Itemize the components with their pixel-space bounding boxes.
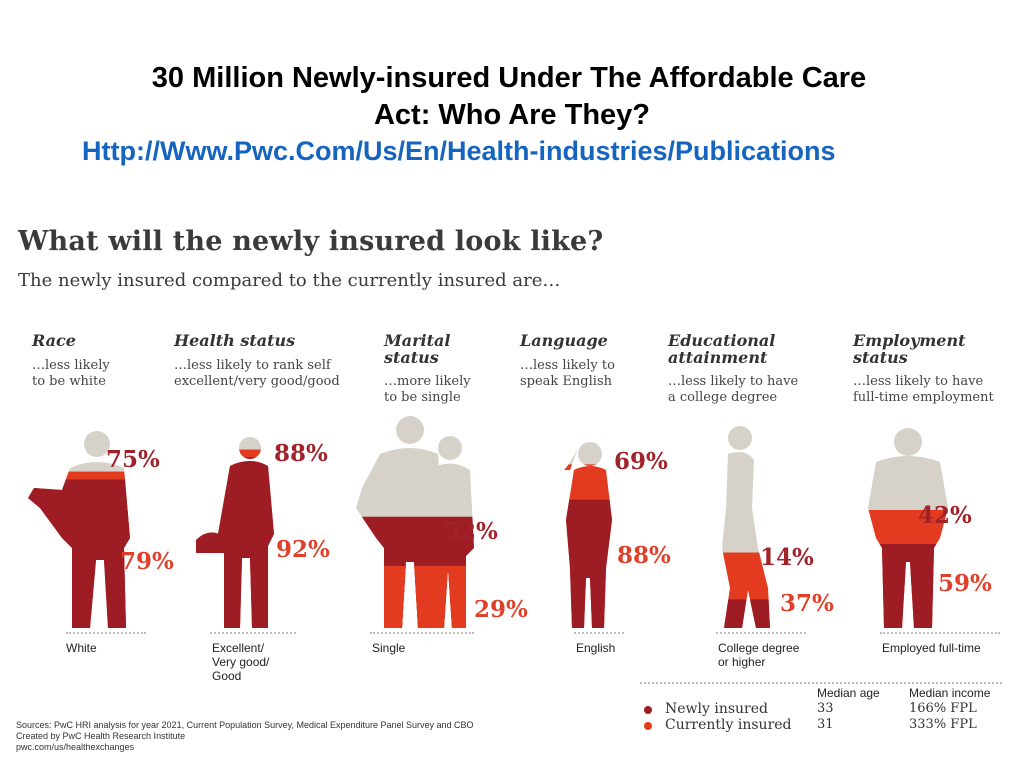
category-heading-employment: Employment status: [853, 331, 966, 367]
pct-education-newly: 14%: [760, 544, 814, 571]
silhouette-marital: [356, 416, 474, 628]
chart-subtitle: The newly insured compared to the curren…: [18, 270, 561, 291]
silhouette-base-education: [722, 426, 770, 628]
legend-divider: [640, 682, 1002, 684]
category-desc-health: …less likely to rank self excellent/very…: [174, 358, 340, 389]
baseline-marital: [370, 632, 474, 634]
pct-health-currently: 92%: [276, 536, 330, 563]
legend-label-newly-insured: Newly insured: [665, 701, 768, 717]
pct-race-currently: 79%: [120, 548, 174, 575]
pct-health-newly: 88%: [274, 440, 328, 467]
silhouette-figures: [28, 416, 948, 628]
silhouette-education: [722, 426, 770, 628]
category-desc-marital: …more likely to be single: [384, 374, 471, 405]
baseline-employment: [880, 632, 1000, 634]
category-desc-language: …less likely to speak English: [520, 358, 615, 389]
legend-label-currently-insured: Currently insured: [665, 717, 792, 733]
silhouette-employment: [868, 428, 948, 628]
pct-marital-newly: 52%: [444, 518, 498, 545]
legend-income-currently: 333% FPL: [909, 717, 977, 732]
category-heading-education: Educational attainment: [668, 331, 776, 367]
category-heading-language: Language: [520, 331, 608, 350]
figure-label-language: English: [576, 641, 616, 655]
pct-language-currently: 88%: [617, 542, 671, 569]
source-link[interactable]: Http://Www.Pwc.Com/Us/En/Health-industri…: [82, 136, 836, 166]
slide-title: 30 Million Newly-insured Under The Affor…: [0, 60, 1024, 134]
credit-line: Created by PwC Health Research Institute: [16, 731, 186, 741]
legend-age-currently: 31: [817, 717, 834, 732]
figure-label-education: College degree or higher: [718, 641, 800, 669]
silhouette-race: [28, 431, 130, 628]
category-heading-race: Race: [32, 331, 76, 350]
silhouette-base-marital: [356, 416, 474, 628]
legend-income-newly: 166% FPL: [909, 701, 977, 716]
category-desc-employment: …less likely to have full-time employmen…: [853, 374, 994, 405]
legend-median-age-header: Median age: [817, 686, 880, 700]
legend-age-newly: 33: [817, 701, 834, 716]
baseline-health: [210, 632, 296, 634]
legend-dot-newly-insured: [644, 706, 652, 714]
figure-label-race: White: [66, 641, 97, 655]
chart-title: What will the newly insured look like?: [18, 226, 604, 257]
pct-race-newly: 75%: [106, 446, 160, 473]
baseline-education: [716, 632, 806, 634]
category-heading-marital: Marital status: [384, 331, 451, 367]
figure-label-marital: Single: [372, 641, 406, 655]
silhouette-base-race: [28, 431, 130, 628]
category-heading-health: Health status: [174, 331, 296, 350]
silhouette-base-language: [564, 442, 612, 628]
category-desc-race: …less likely to be white: [32, 358, 110, 389]
silhouette-health: [196, 437, 274, 628]
silhouette-base-employment: [868, 428, 948, 628]
pct-employment-newly: 42%: [918, 502, 972, 529]
category-desc-education: …less likely to have a college degree: [668, 374, 799, 405]
pct-language-newly: 69%: [614, 448, 668, 475]
legend-median-income-header: Median income: [909, 686, 991, 700]
baseline-language: [574, 632, 624, 634]
baseline-race: [66, 632, 146, 634]
infographic: What will the newly insured look like? T…: [0, 208, 1024, 768]
silhouette-language: [564, 442, 612, 628]
pct-employment-currently: 59%: [938, 570, 992, 597]
slide-title-line2: Act: Who Are They?: [373, 99, 651, 131]
figure-label-employment: Employed full-time: [882, 641, 981, 655]
slide-title-line1: 30 Million Newly-insured Under The Affor…: [151, 62, 867, 94]
sources-url[interactable]: pwc.com/us/healthexchanges: [16, 742, 135, 752]
pct-marital-currently: 29%: [474, 596, 528, 623]
figure-label-health: Excellent/ Very good/ Good: [212, 641, 270, 683]
sources-line: Sources: PwC HRI analysis for year 2021,…: [16, 720, 474, 730]
silhouette-base-health: [196, 437, 274, 628]
sources-note: Sources: PwC HRI analysis for year 2021,…: [16, 720, 474, 753]
pct-education-currently: 37%: [780, 590, 834, 617]
legend-dot-currently-insured: [644, 722, 652, 730]
